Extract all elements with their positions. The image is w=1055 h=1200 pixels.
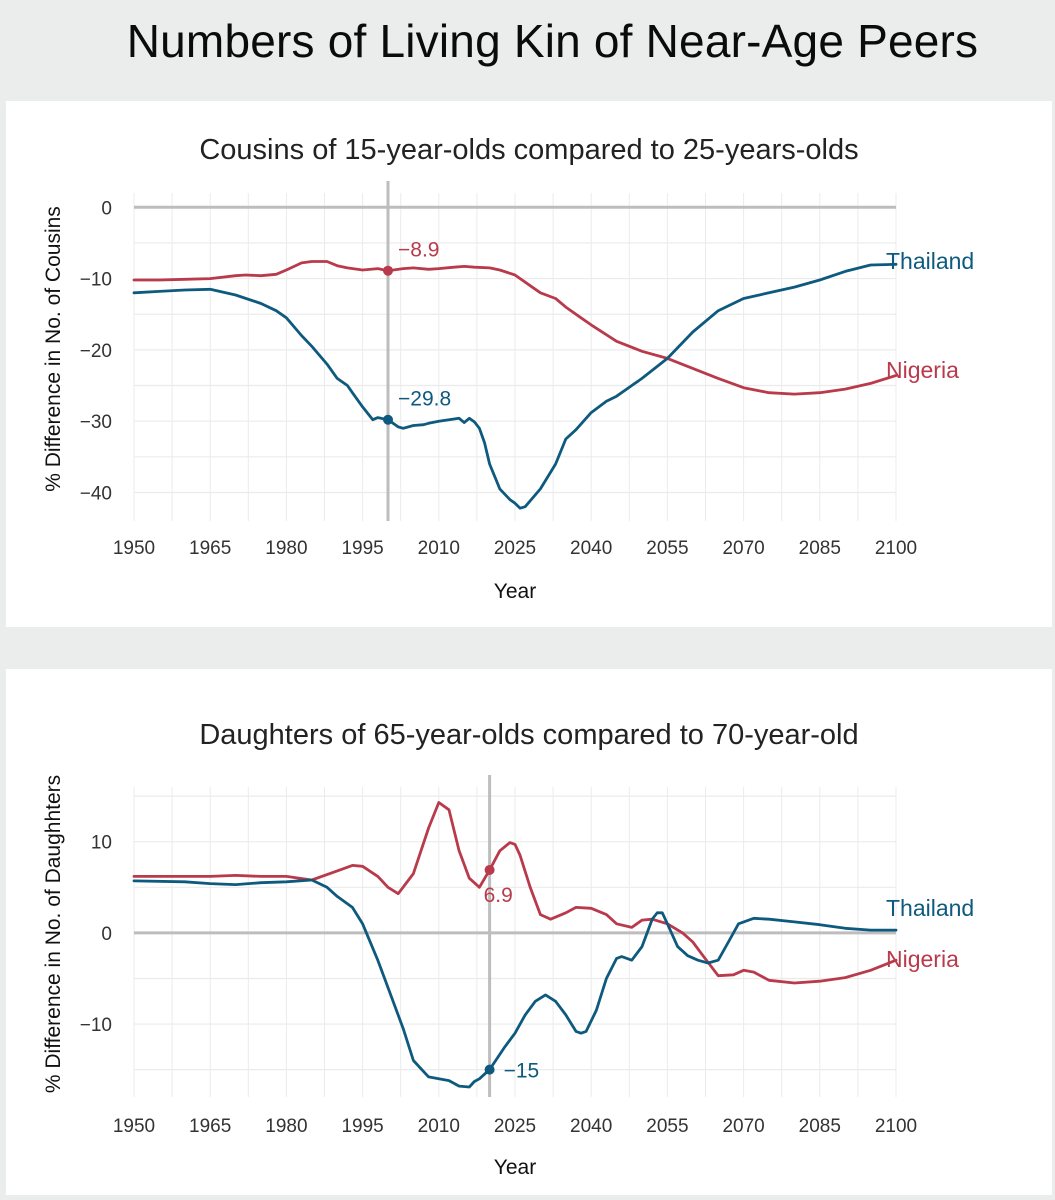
thailand-highlight-point bbox=[484, 1064, 495, 1075]
chart-panel-daughters: Daughters of 65-year-olds compared to 70… bbox=[6, 669, 1052, 1195]
chart-title: Daughters of 65-year-olds compared to 70… bbox=[199, 719, 858, 751]
thailand-highlight-point bbox=[383, 414, 393, 425]
y-tick-label: −30 bbox=[80, 412, 112, 433]
daughters-chart: Daughters of 65-year-olds compared to 70… bbox=[42, 719, 974, 1179]
x-tick-label: 2085 bbox=[799, 1116, 841, 1137]
thailand-highlight-value: −15 bbox=[504, 1060, 540, 1083]
x-tick-label: 1995 bbox=[341, 538, 383, 559]
x-tick-label: 1965 bbox=[189, 538, 231, 559]
y-axis-title: % Difference in No. of Daughhters bbox=[42, 775, 65, 1093]
nigeria-series-label: Nigeria bbox=[886, 946, 959, 972]
x-axis-title: Year bbox=[494, 580, 536, 603]
nigeria-highlight-point bbox=[383, 265, 393, 276]
x-tick-label: 2025 bbox=[494, 538, 536, 559]
y-tick-label: 10 bbox=[91, 833, 112, 854]
x-tick-label: 1980 bbox=[265, 1116, 307, 1137]
x-tick-label: 2100 bbox=[875, 1116, 917, 1137]
x-tick-label: 1950 bbox=[113, 1116, 155, 1137]
y-tick-label: −20 bbox=[80, 341, 112, 362]
x-tick-label: 1950 bbox=[113, 538, 155, 559]
x-tick-label: 1995 bbox=[341, 1116, 383, 1137]
nigeria-highlight-value: −8.9 bbox=[398, 239, 439, 262]
x-tick-label: 2085 bbox=[799, 538, 841, 559]
nigeria-highlight-value: 6.9 bbox=[484, 884, 513, 907]
thailand-series-line bbox=[132, 878, 898, 1089]
x-tick-label: 1980 bbox=[265, 538, 307, 559]
x-tick-label: 2100 bbox=[875, 538, 917, 559]
x-tick-label: 2055 bbox=[646, 1116, 688, 1137]
nigeria-highlight-point bbox=[484, 864, 495, 875]
thailand-series-label: Thailand bbox=[886, 248, 974, 274]
chart-title: Cousins of 15-year-olds compared to 25-y… bbox=[199, 134, 858, 166]
x-tick-label: 2025 bbox=[494, 1116, 536, 1137]
x-tick-label: 2055 bbox=[646, 538, 688, 559]
y-tick-label: −10 bbox=[80, 270, 112, 291]
chart-panel-cousins: Cousins of 15-year-olds compared to 25-y… bbox=[6, 101, 1052, 627]
thailand-series-label: Thailand bbox=[886, 895, 974, 921]
x-tick-label: 2070 bbox=[722, 538, 764, 559]
nigeria-series-line bbox=[132, 260, 898, 396]
x-axis-title: Year bbox=[494, 1156, 536, 1179]
y-tick-label: 0 bbox=[101, 198, 112, 219]
thailand-highlight-value: −29.8 bbox=[398, 388, 451, 411]
thailand-series-line bbox=[132, 262, 898, 510]
y-axis-title: % Difference in No. of Cousins bbox=[42, 206, 65, 492]
x-tick-label: 2070 bbox=[722, 1116, 764, 1137]
x-tick-label: 2040 bbox=[570, 538, 612, 559]
y-tick-label: −10 bbox=[80, 1015, 112, 1036]
page-title: Numbers of Living Kin of Near-Age Peers bbox=[126, 15, 979, 67]
x-tick-label: 2010 bbox=[418, 538, 460, 559]
x-tick-label: 2010 bbox=[418, 1116, 460, 1137]
nigeria-series-line bbox=[132, 801, 898, 985]
x-tick-label: 1965 bbox=[189, 1116, 231, 1137]
y-tick-label: 0 bbox=[101, 924, 112, 945]
x-tick-label: 2040 bbox=[570, 1116, 612, 1137]
cousins-chart: Cousins of 15-year-olds compared to 25-y… bbox=[42, 134, 974, 603]
y-tick-label: −40 bbox=[80, 483, 112, 504]
nigeria-series-label: Nigeria bbox=[886, 357, 959, 383]
